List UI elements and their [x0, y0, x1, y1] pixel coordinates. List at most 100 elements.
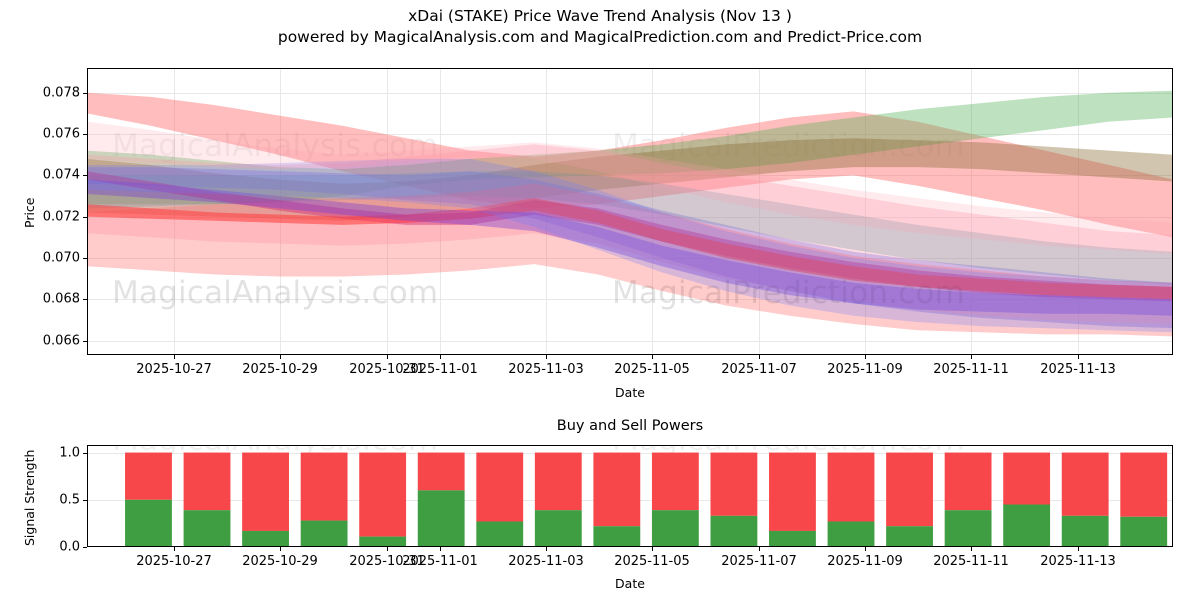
buy-power-bar	[242, 530, 289, 547]
price-band-band-magenta-core	[87, 171, 1173, 302]
price-x-tick-mark	[652, 355, 653, 359]
sell-power-bar	[242, 452, 289, 531]
sell-power-bar	[651, 452, 699, 511]
figure-title-block: xDai (STAKE) Price Wave Trend Analysis (…	[0, 6, 1200, 48]
buy-power-bar	[593, 526, 641, 547]
price-x-tick-label: 2025-11-01	[402, 362, 478, 377]
powers-x-tick-label: 2025-11-13	[1040, 554, 1116, 569]
powers-y-tick-label: 0.5	[59, 492, 80, 508]
price-band-band-red-wide-upper	[87, 92, 1173, 238]
sell-power-bar	[710, 452, 758, 516]
powers-x-tick-label: 2025-11-03	[508, 554, 584, 569]
powers-x-tick-mark	[865, 547, 866, 551]
price-y-tick-mark	[83, 299, 87, 301]
powers-x-tick-label: 2025-11-07	[721, 554, 797, 569]
buy-power-bar	[300, 520, 348, 547]
sell-power-bar	[359, 452, 407, 537]
price-y-axis-label: Price	[22, 197, 37, 228]
buy-power-bar	[651, 510, 699, 547]
sell-power-bar	[944, 452, 992, 511]
sell-power-bar	[183, 452, 231, 511]
price-y-tick-label: 0.068	[42, 291, 80, 307]
price-y-tick-mark	[83, 134, 87, 136]
buy-power-bar	[769, 530, 816, 547]
price-plot-area: MagicalAnalysis.com MagicalPrediction.com…	[87, 68, 1173, 355]
price-x-tick-label: 2025-10-31	[349, 362, 425, 377]
gridline-horizontal	[87, 216, 1173, 218]
gridline-horizontal	[87, 134, 1173, 136]
price-band-band-teal-flat	[87, 171, 1173, 285]
sell-power-bar	[1003, 452, 1051, 505]
powers-x-tick-label: 2025-11-09	[827, 554, 903, 569]
price-x-tick-mark	[546, 355, 547, 359]
price-x-tick-label: 2025-10-29	[242, 362, 318, 377]
gridline-horizontal	[87, 299, 1173, 301]
sell-power-bar	[125, 452, 172, 500]
sell-power-bar	[1120, 452, 1168, 517]
powers-y-tick-label: 1.0	[59, 445, 80, 461]
buy-power-bar	[827, 521, 875, 547]
gridline-horizontal	[87, 175, 1173, 177]
powers-y-tick-mark	[83, 547, 87, 548]
sell-power-bar	[827, 452, 875, 522]
powers-x-tick-mark	[1078, 547, 1079, 551]
powers-x-tick-label: 2025-10-29	[242, 554, 318, 569]
sell-power-bar	[300, 452, 348, 521]
price-x-axis-label: Date	[615, 385, 645, 400]
figure-subtitle: powered by MagicalAnalysis.com and Magic…	[277, 28, 923, 46]
price-x-tick-mark	[387, 355, 388, 359]
price-y-tick-mark	[83, 92, 87, 94]
buy-power-bar	[1061, 515, 1109, 547]
buy-power-bar	[417, 490, 465, 547]
buy-power-bar	[534, 510, 582, 547]
gridline-vertical	[971, 68, 972, 355]
price-x-tick-mark	[1078, 355, 1079, 359]
buy-power-bar	[886, 526, 933, 547]
buy-power-bar	[944, 510, 992, 547]
sell-power-bar	[417, 452, 465, 491]
powers-y-tick-label: 0.0	[59, 539, 80, 555]
price-x-tick-mark	[280, 355, 281, 359]
price-x-tick-label: 2025-11-09	[827, 362, 903, 377]
sell-power-bar	[1061, 452, 1109, 516]
buy-power-bar	[125, 499, 172, 547]
powers-x-tick-label: 2025-11-01	[402, 554, 478, 569]
price-x-tick-label: 2025-11-03	[508, 362, 584, 377]
price-y-tick-label: 0.070	[42, 250, 80, 266]
powers-x-tick-mark	[652, 547, 653, 551]
powers-x-tick-mark	[759, 547, 760, 551]
powers-x-tick-mark	[440, 547, 441, 551]
sell-power-bar	[886, 452, 933, 527]
powers-x-tick-mark	[387, 547, 388, 551]
price-y-tick-mark	[83, 257, 87, 259]
sell-power-bar	[476, 452, 524, 522]
gridline-horizontal	[87, 257, 1173, 259]
price-y-tick-mark	[83, 175, 87, 177]
powers-x-tick-mark	[546, 547, 547, 551]
price-x-tick-label: 2025-10-27	[136, 362, 212, 377]
gridline-horizontal	[87, 92, 1173, 94]
price-x-tick-label: 2025-11-13	[1040, 362, 1116, 377]
sell-power-bar	[593, 452, 641, 527]
buy-power-bar	[183, 510, 231, 547]
price-y-tick-label: 0.074	[42, 167, 80, 183]
gridline-vertical	[280, 68, 281, 355]
price-y-tick-label: 0.066	[42, 333, 80, 349]
powers-x-tick-mark	[280, 547, 281, 551]
price-band-band-lightblue-tail	[87, 158, 1173, 333]
price-band-band-pink-faint-upper	[87, 121, 1173, 254]
powers-x-tick-mark	[174, 547, 175, 551]
powers-x-tick-label: 2025-11-11	[933, 554, 1009, 569]
sell-power-bar	[769, 452, 816, 531]
price-band-band-red-mid-strong	[87, 198, 1173, 300]
price-y-tick-mark	[83, 216, 87, 218]
powers-x-tick-label: 2025-10-27	[136, 554, 212, 569]
powers-y-axis-label: Signal Strength	[22, 449, 37, 546]
buy-power-bar	[710, 515, 758, 547]
powers-x-tick-mark	[971, 547, 972, 551]
powers-y-tick-mark	[83, 452, 87, 454]
price-y-tick-label: 0.078	[42, 85, 80, 101]
